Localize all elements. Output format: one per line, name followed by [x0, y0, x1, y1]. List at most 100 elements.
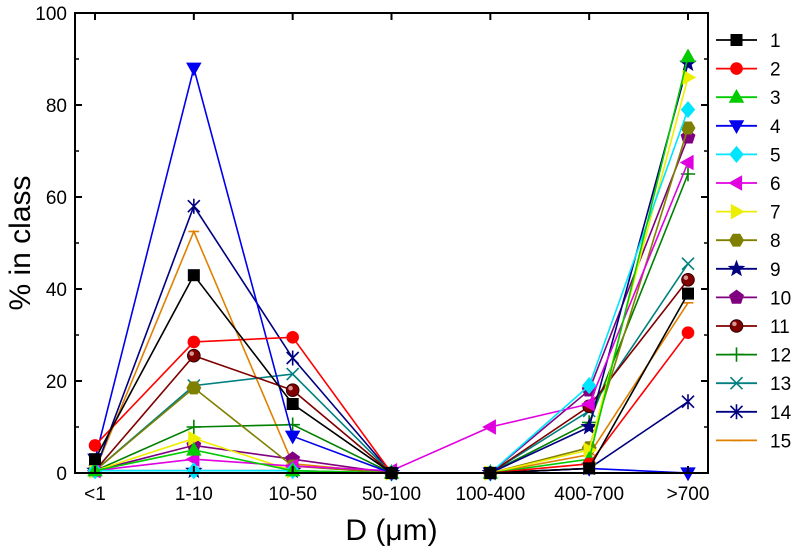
series-15 [89, 229, 694, 474]
data-point-marker [187, 348, 201, 363]
data-point-marker [730, 203, 745, 220]
legend-label: 14 [770, 403, 792, 424]
series-5 [87, 101, 696, 482]
x-axis-title: D (μm) [345, 514, 437, 547]
x-tick-label: 50-100 [362, 484, 421, 505]
data-point-marker [680, 48, 696, 63]
series-line [94, 173, 689, 474]
plot-area [86, 48, 697, 482]
legend-label: 13 [770, 374, 791, 395]
y-tick-label: 80 [46, 96, 67, 117]
y-tick-label: 20 [46, 372, 67, 393]
series-10 [87, 129, 696, 480]
legend-item: 10 [716, 288, 791, 309]
series-7 [89, 69, 697, 481]
data-point-marker [729, 233, 744, 247]
data-point-marker [730, 62, 743, 75]
data-point-marker [680, 101, 696, 119]
y-tick-label: 40 [46, 280, 67, 301]
data-point-marker [286, 350, 300, 366]
data-point-marker [286, 331, 299, 344]
series-line [94, 162, 689, 472]
legend-item: 15 [716, 431, 791, 452]
plot-frame [74, 12, 709, 474]
data-point-marker [284, 430, 301, 445]
legend-label: 7 [770, 203, 781, 224]
legend-item: 8 [716, 231, 781, 252]
legend-item: 2 [716, 60, 781, 81]
legend-label: 9 [770, 260, 781, 281]
legend-item: 13 [716, 374, 791, 395]
data-point-marker [186, 62, 202, 77]
x-tick-label: 400-700 [554, 484, 624, 505]
legend-item: 12 [716, 346, 791, 367]
series-4 [87, 62, 696, 482]
data-point-marker [580, 396, 595, 412]
data-point-marker [681, 257, 695, 271]
legend-item: 4 [716, 117, 781, 138]
data-point-marker [729, 289, 744, 304]
legend-label: 3 [770, 88, 781, 109]
data-point-marker [727, 259, 746, 277]
x-tick-label: 100-400 [455, 484, 525, 505]
legend-label: 1 [770, 31, 781, 52]
legend-label: 2 [770, 60, 781, 81]
legend-label: 12 [770, 346, 791, 367]
legend-item: 9 [716, 259, 781, 281]
y-tick-label: 60 [46, 188, 67, 209]
data-point-marker [683, 275, 689, 280]
series-12 [87, 166, 696, 481]
x-tick-label: >700 [667, 484, 710, 505]
series-3 [87, 48, 696, 479]
legend-item: 6 [716, 174, 781, 195]
data-point-marker [286, 367, 300, 381]
y-tick-label: 100 [35, 4, 67, 25]
series-line [94, 77, 689, 474]
data-point-marker [186, 419, 202, 435]
legend-item: 3 [716, 88, 781, 109]
data-point-marker [681, 394, 695, 410]
data-point-marker [728, 120, 745, 135]
data-point-marker [681, 273, 695, 287]
data-point-marker [288, 385, 293, 391]
legend-item: 1 [716, 31, 781, 52]
data-point-marker [285, 417, 300, 432]
data-point-marker [89, 453, 101, 466]
data-point-marker [728, 88, 745, 103]
data-point-marker [482, 419, 496, 435]
y-axis-title: % in class [4, 175, 37, 310]
data-point-marker [729, 347, 744, 362]
y-tick-label: 0 [56, 464, 67, 485]
axis-ticks: 0 20 40 60 80 100 <1 1-10 10-50 50-100 100-400 400-… [35, 4, 709, 505]
data-point-marker [186, 441, 202, 456]
legend-label: 10 [770, 288, 791, 309]
data-point-marker [729, 376, 744, 390]
x-tick-label: 10-50 [268, 484, 317, 505]
data-point-marker [729, 319, 744, 333]
data-point-marker [728, 175, 743, 191]
legend-item: 11 [716, 317, 790, 338]
x-tick-label: <1 [84, 484, 106, 505]
legend-item: 7 [716, 203, 781, 224]
data-point-marker [188, 430, 203, 447]
legend-item: 14 [716, 403, 792, 424]
data-point-marker [730, 34, 743, 46]
data-point-marker [681, 326, 695, 340]
series-line [94, 204, 689, 474]
data-point-marker [285, 383, 300, 398]
legend-label: 5 [770, 145, 781, 166]
data-point-marker [679, 154, 694, 171]
data-point-marker [729, 145, 744, 163]
data-point-marker [682, 287, 694, 300]
data-point-marker [187, 269, 200, 282]
legend-label: 11 [770, 317, 790, 338]
legend-item: 5 [716, 145, 781, 166]
data-point-marker [88, 439, 102, 452]
legend-label: 6 [770, 174, 781, 195]
x-tick-label: 1-10 [175, 484, 213, 505]
data-point-marker [580, 417, 598, 435]
series-6 [86, 154, 694, 479]
data-point-marker [286, 398, 299, 410]
